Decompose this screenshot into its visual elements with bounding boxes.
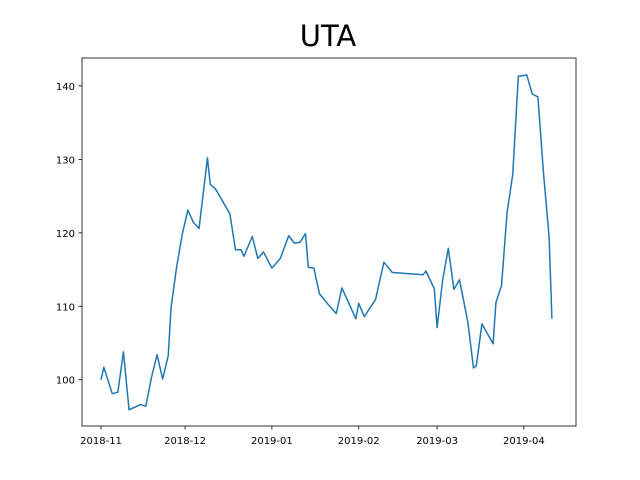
x-tick-label: 2018-11 (80, 436, 122, 447)
x-tick-label: 2019-03 (416, 436, 458, 447)
x-tick-label: 2019-04 (503, 436, 545, 447)
y-tick-label: 130 (56, 155, 75, 166)
y-tick-label: 140 (56, 82, 75, 93)
plot-frame (81, 57, 577, 427)
y-tick-label: 120 (56, 229, 75, 240)
y-tick-label: 110 (56, 302, 75, 313)
x-tick-label: 2019-02 (338, 436, 380, 447)
data-line (100, 74, 553, 411)
chart-title: UTA (300, 19, 357, 53)
x-tick-label: 2019-01 (251, 436, 293, 447)
x-tick-label: 2018-12 (164, 436, 206, 447)
y-tick-label: 100 (56, 376, 75, 387)
